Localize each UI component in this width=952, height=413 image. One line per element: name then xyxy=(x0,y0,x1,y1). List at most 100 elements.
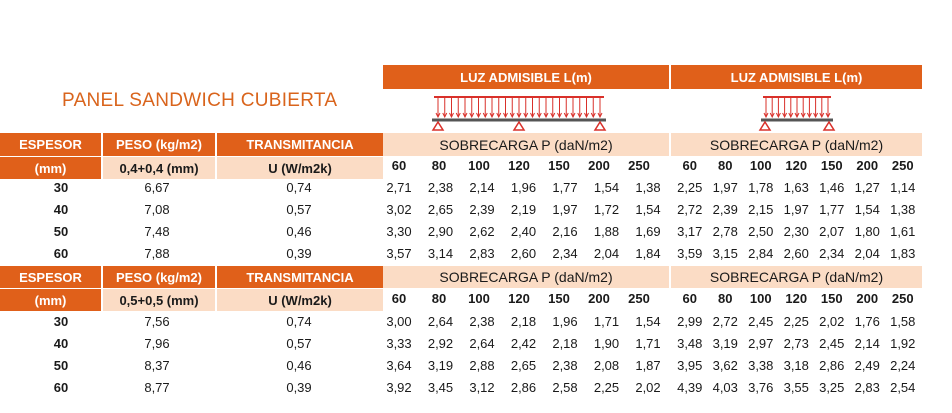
load-label: 100 xyxy=(749,291,772,306)
peso-cell: 7,48 xyxy=(144,223,170,239)
espesor-unit: (mm) xyxy=(0,157,101,179)
span-a-cell: 2,08 xyxy=(593,357,620,373)
load-label: 100 xyxy=(468,158,490,173)
span-b-cell: 3,62 xyxy=(712,357,738,373)
span-a-cell: 3,33 xyxy=(386,335,412,351)
span-a-cell: 1,96 xyxy=(510,179,537,195)
span-a-cell: 2,38 xyxy=(552,357,578,373)
span-b-cell: 4,03 xyxy=(712,379,738,395)
span-a-cell: 2,65 xyxy=(510,357,537,373)
peso-header: PESO (kg/m2) xyxy=(103,133,215,156)
span-b-cell: 1,14 xyxy=(890,179,916,195)
espesor-unit: (mm) xyxy=(0,289,101,311)
load-label: 120 xyxy=(508,158,530,173)
load-label: 250 xyxy=(891,291,914,306)
span-a-cell: 2,14 xyxy=(469,179,495,195)
load-label: 200 xyxy=(856,158,879,173)
span-b-cell: 2,49 xyxy=(854,357,880,373)
span-a-cell: 2,38 xyxy=(469,313,495,329)
span-b-cell: 1,92 xyxy=(890,335,916,351)
span-a-cell: 1,87 xyxy=(635,357,661,373)
span-b-cell: 1,58 xyxy=(890,313,916,329)
peso-unit: 0,4+0,4 (mm) xyxy=(103,157,215,179)
espesor-header: ESPESOR xyxy=(0,266,101,288)
span-a-cell: 2,16 xyxy=(552,223,578,239)
u-unit: U (W/m2k) xyxy=(217,157,383,179)
span-b-cell: 1,78 xyxy=(748,179,774,195)
span-b-cell: 2,24 xyxy=(890,357,916,373)
loads-header-1b: 60 80 100 120 150 200 250 xyxy=(672,158,921,173)
u-cell: 0,57 xyxy=(286,335,312,351)
load-label: 100 xyxy=(749,158,772,173)
span-b-cell: 2,78 xyxy=(712,223,738,239)
load-label: 250 xyxy=(628,291,650,306)
span-a-cell: 2,40 xyxy=(510,223,537,239)
span-b-cell: 3,18 xyxy=(783,357,809,373)
span-a-cell: 2,90 xyxy=(427,223,454,239)
load-label: 250 xyxy=(891,158,914,173)
transmitancia-header: TRANSMITANCIA xyxy=(217,133,383,156)
span-b-cell: 3,48 xyxy=(677,335,703,351)
span-a-cell: 1,88 xyxy=(593,223,620,239)
span-b-cell: 2,45 xyxy=(748,313,774,329)
span-a-cell: 2,64 xyxy=(427,313,454,329)
load-label: 80 xyxy=(431,291,447,306)
span-a-cell: 2,18 xyxy=(510,313,537,329)
span-b-cell: 2,25 xyxy=(783,313,809,329)
span-a-cell: 2,42 xyxy=(510,335,537,351)
load-label: 80 xyxy=(718,291,733,306)
load-label: 200 xyxy=(588,291,610,306)
span-b-cell: 2,02 xyxy=(819,313,845,329)
load-label: 60 xyxy=(682,158,697,173)
espesor-cell: 40 xyxy=(53,201,69,217)
span-b-cell: 3,38 xyxy=(748,357,774,373)
sobrecarga-2a: SOBRECARGA P (daN/m2) xyxy=(383,266,669,288)
load-label: 60 xyxy=(391,158,407,173)
span-a-cell: 3,12 xyxy=(469,379,495,395)
span-b-cell: 2,14 xyxy=(854,335,880,351)
span-a-cell: 2,92 xyxy=(427,335,454,351)
section-2-header: ESPESOR PESO (kg/m2) TRANSMITANCIA (mm) … xyxy=(0,266,383,311)
span-b-cell: 3,15 xyxy=(712,245,738,261)
span-a-cell: 3,64 xyxy=(386,357,412,373)
peso-cell: 7,88 xyxy=(144,245,170,261)
peso-cell: 6,67 xyxy=(144,179,170,195)
beam-single-span-icon xyxy=(758,96,836,131)
span-b-cell: 2,83 xyxy=(854,379,880,395)
span-b-cell: 2,99 xyxy=(677,313,703,329)
load-label: 150 xyxy=(820,158,843,173)
span-a-cell: 2,19 xyxy=(510,201,537,217)
span-b-cell: 2,34 xyxy=(819,245,845,261)
span-a-cell: 1,38 xyxy=(635,179,661,195)
peso-unit: 0,5+0,5 (mm) xyxy=(103,289,215,311)
span-a-cell: 2,25 xyxy=(593,379,620,395)
span-a-cell: 2,39 xyxy=(469,201,495,217)
u-cell: 0,46 xyxy=(286,223,312,239)
espesor-cell: 50 xyxy=(53,357,69,373)
transmitancia-header: TRANSMITANCIA xyxy=(217,266,383,288)
span-b-cell: 2,86 xyxy=(819,357,845,373)
span-a-cell: 1,77 xyxy=(552,179,578,195)
span-b-cell: 2,54 xyxy=(890,379,916,395)
span-a-cell: 1,97 xyxy=(552,201,578,217)
u-cell: 0,39 xyxy=(286,245,312,261)
span-a-cell: 1,71 xyxy=(635,335,661,351)
span-b-cell: 1,76 xyxy=(854,313,880,329)
espesor-cell: 50 xyxy=(53,223,69,239)
span-a-cell: 2,04 xyxy=(593,245,620,261)
espesor-header: ESPESOR xyxy=(0,133,101,156)
span-a-cell: 3,19 xyxy=(427,357,454,373)
load-label: 150 xyxy=(548,291,570,306)
span-a-cell: 1,84 xyxy=(635,245,661,261)
span-b-cell: 2,73 xyxy=(783,335,809,351)
span-b-cell: 1,61 xyxy=(890,223,916,239)
span-b-cell: 3,95 xyxy=(677,357,703,373)
load-label: 80 xyxy=(718,158,733,173)
luz-header-1: LUZ ADMISIBLE L(m) xyxy=(383,65,669,89)
load-label: 120 xyxy=(785,291,808,306)
loads-header-2a: 60 80 100 120 150 200 250 xyxy=(379,291,659,306)
span-a-cell: 3,92 xyxy=(386,379,412,395)
span-a-cell: 2,83 xyxy=(469,245,495,261)
load-label: 150 xyxy=(548,158,570,173)
span-a-cell: 2,60 xyxy=(510,245,537,261)
